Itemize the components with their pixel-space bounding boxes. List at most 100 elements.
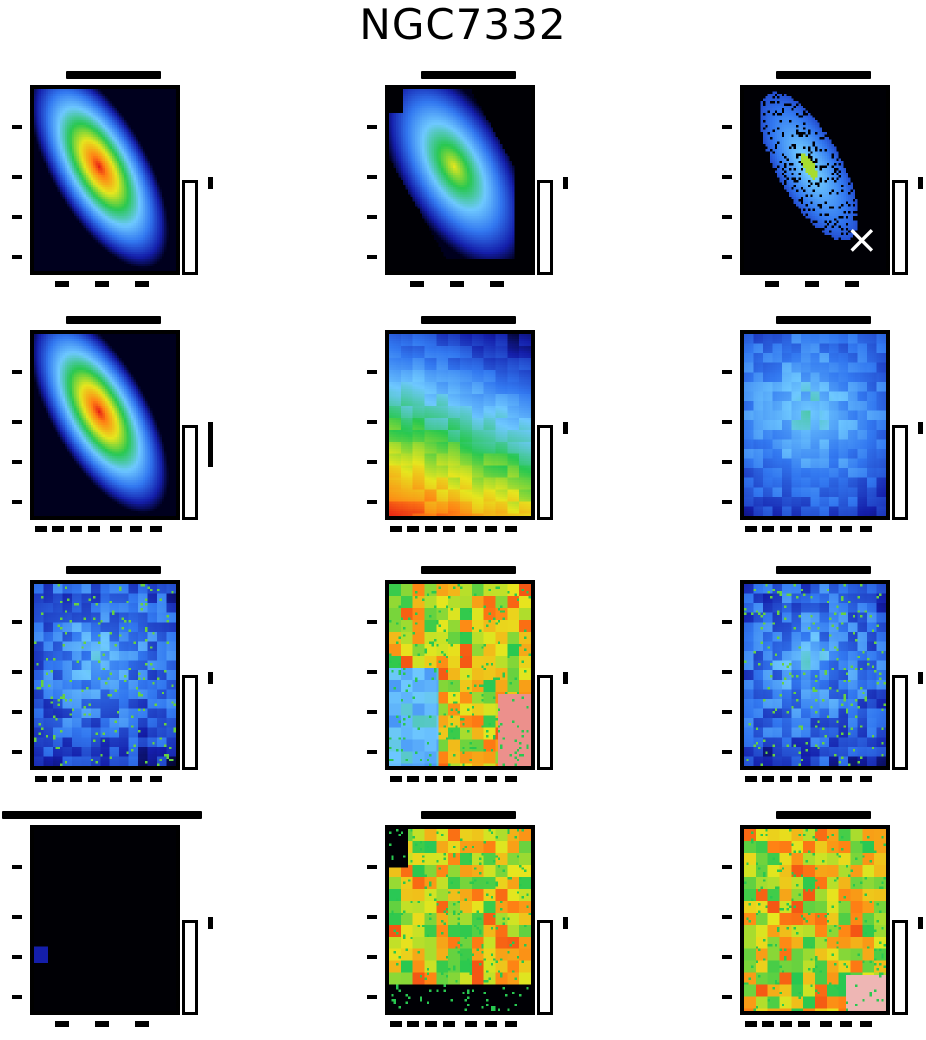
- colorbar: [892, 425, 908, 520]
- y-tick-label: [12, 125, 22, 129]
- map-image: [744, 829, 886, 1011]
- x-tick-label: [407, 776, 419, 782]
- x-tick-label: [780, 526, 792, 532]
- panel-title-bar: [420, 566, 516, 574]
- y-tick-label: [367, 175, 377, 179]
- x-tick-label: [465, 776, 477, 782]
- x-tick-label: [95, 1021, 109, 1027]
- colorbar-label: [208, 672, 213, 684]
- cross-marker: ×: [845, 217, 879, 263]
- colorbar-label: [918, 177, 923, 189]
- map-image: [34, 89, 176, 271]
- colorbar: [182, 675, 198, 770]
- panel-title-bar: [65, 566, 161, 574]
- y-tick-label: [12, 865, 22, 869]
- x-tick-label: [130, 776, 142, 782]
- x-tick-label: [780, 1021, 792, 1027]
- y-tick-label: [12, 420, 22, 424]
- map-panel-p9: [722, 566, 923, 795]
- x-tick-label: [70, 526, 82, 532]
- y-tick-label: [722, 460, 732, 464]
- x-tick-label: [390, 1021, 402, 1027]
- colorbar: [537, 180, 553, 275]
- x-tick-label: [798, 1021, 810, 1027]
- map-panel-p10: [2, 811, 213, 1040]
- x-tick-label: [390, 526, 402, 532]
- x-tick-label: [135, 1021, 149, 1027]
- map-frame: [30, 825, 180, 1015]
- map-frame: [30, 580, 180, 770]
- x-tick-label: [780, 776, 792, 782]
- x-tick-label: [88, 776, 100, 782]
- x-tick-label: [110, 776, 122, 782]
- map-panel-p12: [722, 811, 923, 1040]
- x-tick-label: [443, 776, 455, 782]
- x-tick-label: [35, 776, 47, 782]
- x-tick-label: [130, 526, 142, 532]
- y-tick-label: [722, 670, 732, 674]
- colorbar: [537, 675, 553, 770]
- x-tick-label: [762, 1021, 774, 1027]
- map-panel-p4: [12, 316, 213, 545]
- map-frame: [740, 85, 890, 275]
- x-tick-label: [135, 281, 149, 287]
- x-tick-label: [820, 1021, 832, 1027]
- x-tick-label: [490, 281, 504, 287]
- y-tick-label: [367, 215, 377, 219]
- x-tick-label: [55, 1021, 69, 1027]
- map-panel-p2: [367, 71, 568, 300]
- x-tick-label: [485, 526, 497, 532]
- panel-title-bar: [65, 316, 161, 324]
- y-tick-label: [722, 370, 732, 374]
- x-tick-label: [35, 526, 47, 532]
- x-tick-label: [425, 526, 437, 532]
- y-tick-label: [367, 995, 377, 999]
- panel-title-bar: [775, 811, 871, 819]
- x-tick-label: [407, 526, 419, 532]
- colorbar-label: [563, 917, 568, 929]
- y-tick-label: [12, 255, 22, 259]
- map-frame: [30, 85, 180, 275]
- colorbar: [182, 425, 198, 520]
- x-tick-label: [505, 1021, 517, 1027]
- panel-title-bar: [775, 71, 871, 79]
- map-image: [34, 584, 176, 766]
- y-tick-label: [367, 500, 377, 504]
- y-tick-label: [367, 710, 377, 714]
- map-panel-p5: [367, 316, 568, 545]
- x-tick-label: [52, 526, 64, 532]
- map-panel-p1: [12, 71, 213, 300]
- x-tick-label: [485, 776, 497, 782]
- x-tick-label: [52, 776, 64, 782]
- colorbar-label: [208, 917, 213, 929]
- map-frame: [740, 825, 890, 1015]
- x-tick-label: [55, 281, 69, 287]
- x-tick-label: [150, 776, 162, 782]
- colorbar-label: [563, 672, 568, 684]
- map-panel-p8: [367, 566, 568, 795]
- colorbar: [892, 675, 908, 770]
- x-tick-label: [860, 526, 872, 532]
- x-tick-label: [410, 281, 424, 287]
- y-tick-label: [12, 995, 22, 999]
- map-image: [389, 89, 531, 271]
- map-frame: [385, 825, 535, 1015]
- x-tick-label: [745, 776, 757, 782]
- map-frame: [385, 85, 535, 275]
- panel-title-bar: [775, 566, 871, 574]
- x-tick-label: [762, 776, 774, 782]
- x-tick-label: [820, 526, 832, 532]
- y-tick-label: [367, 865, 377, 869]
- figure-title: NGC7332: [359, 0, 567, 49]
- map-image: [744, 334, 886, 516]
- map-frame: [30, 330, 180, 520]
- x-tick-label: [110, 526, 122, 532]
- x-tick-label: [505, 526, 517, 532]
- panel-title-bar: [775, 316, 871, 324]
- y-tick-label: [12, 710, 22, 714]
- x-tick-label: [798, 526, 810, 532]
- y-tick-label: [367, 125, 377, 129]
- x-tick-label: [407, 1021, 419, 1027]
- x-tick-label: [95, 281, 109, 287]
- x-tick-label: [485, 1021, 497, 1027]
